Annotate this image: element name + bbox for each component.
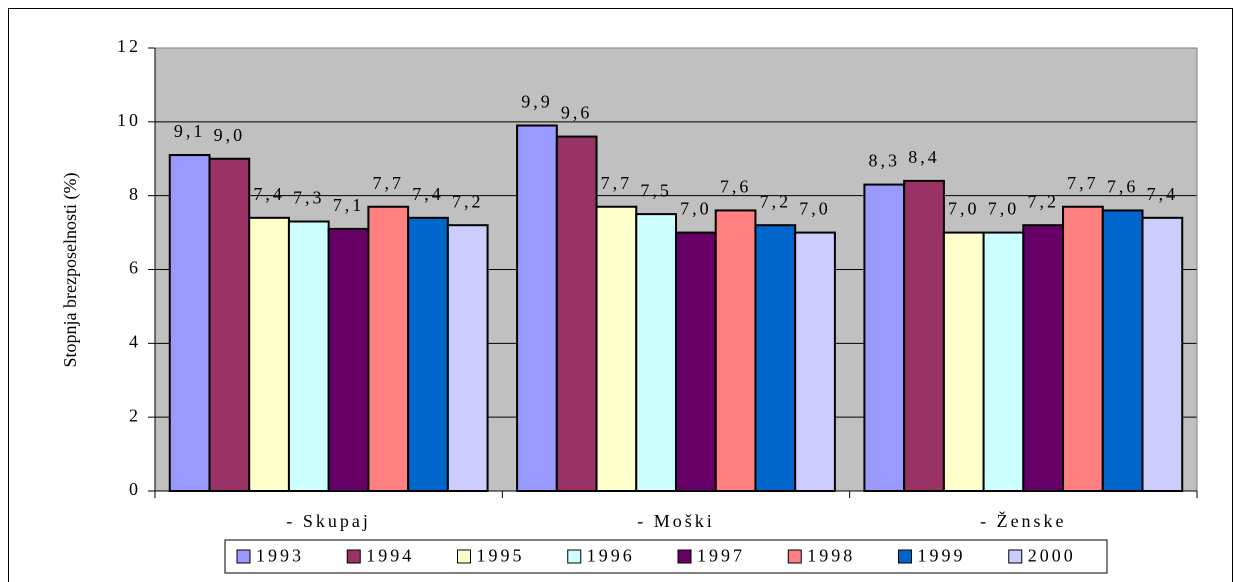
legend-label: 1993 xyxy=(256,546,304,566)
legend-swatch xyxy=(787,549,802,564)
value-label: 7,7 xyxy=(1067,173,1099,193)
legend-swatch xyxy=(898,549,912,564)
bar xyxy=(248,216,290,492)
value-label: 7,2 xyxy=(452,191,484,211)
legend-label: 1994 xyxy=(366,546,414,566)
value-label: 7,4 xyxy=(412,184,444,204)
bar xyxy=(555,135,598,492)
bar xyxy=(208,157,251,492)
bar xyxy=(942,231,985,492)
bar xyxy=(635,213,677,492)
value-label: 9,1 xyxy=(174,121,206,141)
value-label: 7,2 xyxy=(760,191,792,211)
x-tick-label: - Ženske xyxy=(980,510,1066,531)
bar xyxy=(794,231,836,492)
bar xyxy=(863,183,906,492)
legend-swatch xyxy=(567,549,582,564)
legend-label: 1995 xyxy=(477,546,525,566)
bar xyxy=(516,124,558,493)
y-tick-label: 4 xyxy=(129,331,141,351)
chart-frame xyxy=(8,8,1233,582)
value-label: 7,5 xyxy=(640,180,672,200)
bar xyxy=(407,216,449,492)
bar xyxy=(168,154,211,493)
x-tick-label: - Moški xyxy=(637,511,715,531)
value-label: 7,7 xyxy=(601,173,633,193)
value-label: 7,4 xyxy=(253,184,285,204)
y-tick-label: 0 xyxy=(129,479,141,499)
bar xyxy=(675,231,717,492)
x-tick-label: - Skupaj xyxy=(286,511,371,531)
bar xyxy=(446,224,489,492)
legend-swatch xyxy=(677,549,692,564)
bar xyxy=(367,205,410,492)
y-tick-label: 2 xyxy=(129,405,141,425)
y-tick-label: 8 xyxy=(129,184,141,204)
value-label: 7,0 xyxy=(988,199,1020,219)
value-label: 7,6 xyxy=(720,177,752,197)
y-tick-label: 10 xyxy=(117,110,141,130)
bar xyxy=(903,179,945,492)
value-label: 7,0 xyxy=(799,199,831,219)
bar xyxy=(1062,205,1104,492)
value-label: 7,2 xyxy=(1027,191,1059,211)
bar xyxy=(1022,224,1065,492)
legend-label: 1996 xyxy=(587,546,635,566)
value-label: 8,3 xyxy=(869,151,901,171)
legend-swatch xyxy=(346,549,361,564)
legend-box xyxy=(224,539,1108,574)
value-label: 7,7 xyxy=(373,173,405,193)
value-label: 7,6 xyxy=(1107,177,1139,197)
value-label: 7,0 xyxy=(948,199,980,219)
legend-swatch xyxy=(236,549,251,564)
y-axis-label: Stopnja brezposelnosti (%) xyxy=(60,173,81,368)
y-tick-label: 12 xyxy=(117,36,141,56)
value-label: 7,4 xyxy=(1147,184,1179,204)
bar xyxy=(754,224,797,492)
value-label: 9,9 xyxy=(521,92,553,112)
value-label: 9,6 xyxy=(561,103,593,123)
legend-label: 1999 xyxy=(918,546,966,566)
value-label: 7,3 xyxy=(293,188,325,208)
legend-swatch xyxy=(1008,549,1023,564)
legend-label: 1998 xyxy=(807,546,855,566)
value-label: 7,0 xyxy=(680,199,712,219)
legend-label: 2000 xyxy=(1028,546,1076,566)
bar xyxy=(287,220,330,492)
legend-swatch xyxy=(457,549,471,564)
bar xyxy=(1101,209,1144,493)
value-label: 9,0 xyxy=(214,125,246,145)
legend-label: 1997 xyxy=(697,546,745,566)
bar xyxy=(327,227,370,492)
value-label: 7,1 xyxy=(333,195,365,215)
bar xyxy=(595,205,638,492)
bar xyxy=(714,209,757,493)
bar xyxy=(982,231,1025,492)
value-label: 8,4 xyxy=(908,147,940,167)
y-tick-label: 6 xyxy=(129,258,141,278)
bar xyxy=(1141,216,1184,492)
